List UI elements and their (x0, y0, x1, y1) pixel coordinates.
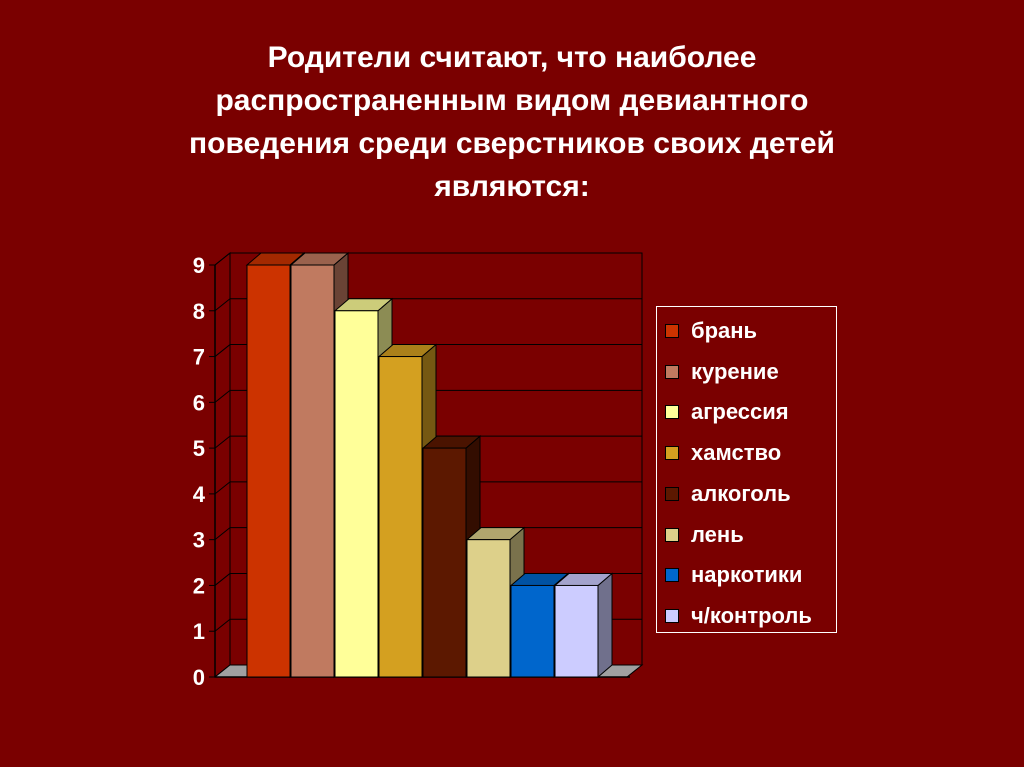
title-line-4: являются: (434, 170, 590, 203)
legend-swatch (665, 527, 679, 542)
legend-item: алкоголь (665, 480, 791, 508)
bar (554, 584, 599, 678)
legend-label: брань (691, 318, 758, 343)
chart-legend: брань курение агрессия хамство алкоголь лень н… (656, 306, 837, 633)
legend-label: агрессия (691, 399, 789, 425)
bar (290, 264, 335, 678)
legend-item: ч/контроль (665, 602, 812, 630)
gridline-side (214, 298, 231, 312)
y-tick-label: 8 (193, 299, 205, 324)
y-tick-label: 3 (193, 528, 205, 553)
gridline-side (214, 618, 231, 632)
title-line-1: Родители считают, что наиболее (267, 41, 757, 74)
legend-label: хамство (691, 440, 782, 466)
legend-label: ч/контроль (691, 602, 812, 628)
legend-label: лень (691, 521, 744, 547)
bar (334, 310, 379, 678)
legend-swatch (665, 446, 679, 461)
y-tick-label: 2 (193, 573, 205, 598)
bar-side (597, 572, 613, 679)
legend-label: алкоголь (691, 480, 791, 506)
title-line-2: распространенным видом девиантного (215, 84, 809, 117)
legend-item: лень (665, 521, 744, 549)
gridline-side (214, 252, 231, 266)
plot-side-wall (214, 251, 231, 679)
title-line-3: поведения среди сверстников своих детей (189, 127, 835, 160)
legend-item: хамство (665, 439, 781, 467)
y-tick-label: 5 (193, 436, 205, 461)
gridline-side (214, 389, 231, 403)
legend-item: агрессия (665, 398, 789, 426)
gridline-side (214, 435, 231, 449)
bar (466, 539, 511, 678)
y-tick-label: 4 (193, 482, 206, 507)
gridline-side (214, 573, 231, 586)
legend-item: брань (665, 317, 757, 345)
gridline-side (214, 527, 231, 541)
gridline-side (214, 344, 231, 357)
legend-swatch (665, 324, 679, 338)
bar (510, 584, 555, 678)
y-tick-label: 9 (193, 253, 205, 278)
bar (378, 356, 423, 678)
y-tick-label: 6 (193, 390, 205, 415)
bar (246, 264, 291, 678)
y-tick-label: 1 (193, 619, 205, 644)
legend-swatch (665, 568, 679, 583)
legend-swatch (665, 608, 679, 623)
legend-item: наркотики (665, 561, 802, 589)
legend-label: наркотики (691, 562, 803, 588)
gridline-side (214, 481, 231, 495)
y-tick-label: 0 (193, 665, 205, 690)
legend-swatch (665, 486, 679, 501)
legend-item: курение (665, 358, 779, 386)
legend-swatch (665, 364, 679, 379)
legend-swatch (665, 405, 679, 420)
y-tick-label: 7 (193, 345, 205, 370)
legend-label: курение (691, 358, 779, 384)
bar (422, 447, 467, 678)
slide-title: Родители считают, что наиболее распростр… (112, 36, 912, 208)
